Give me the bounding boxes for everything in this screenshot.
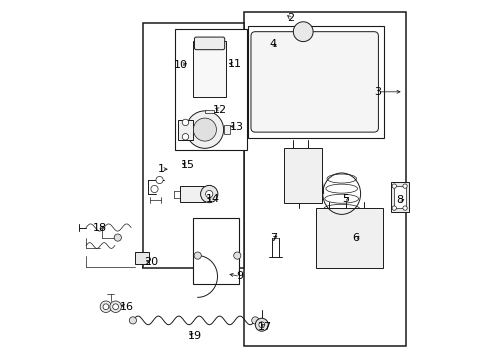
Text: 10: 10 bbox=[173, 60, 187, 70]
Circle shape bbox=[186, 111, 223, 148]
Circle shape bbox=[391, 206, 396, 210]
Bar bbox=[142, 23, 244, 268]
Circle shape bbox=[182, 134, 188, 140]
Circle shape bbox=[156, 176, 163, 184]
Text: 7: 7 bbox=[269, 233, 276, 243]
Circle shape bbox=[402, 184, 407, 188]
Text: 20: 20 bbox=[144, 257, 159, 267]
Text: 16: 16 bbox=[119, 302, 133, 312]
Circle shape bbox=[200, 185, 218, 203]
Circle shape bbox=[100, 301, 111, 312]
Circle shape bbox=[103, 304, 108, 310]
FancyBboxPatch shape bbox=[194, 37, 224, 50]
Bar bbox=[193, 218, 239, 284]
Bar bbox=[134, 252, 149, 264]
Bar bbox=[205, 110, 213, 113]
Circle shape bbox=[110, 301, 121, 312]
Text: 15: 15 bbox=[180, 160, 194, 170]
Circle shape bbox=[194, 252, 201, 259]
Text: 4: 4 bbox=[268, 39, 276, 49]
Circle shape bbox=[293, 22, 312, 41]
Text: 17: 17 bbox=[258, 322, 272, 332]
Bar bbox=[193, 41, 225, 97]
Circle shape bbox=[113, 304, 118, 310]
Text: 9: 9 bbox=[236, 271, 243, 282]
Bar bbox=[393, 186, 405, 208]
Circle shape bbox=[193, 118, 216, 141]
Bar bbox=[178, 120, 193, 140]
Circle shape bbox=[151, 185, 158, 193]
Text: 3: 3 bbox=[373, 87, 381, 97]
Text: 18: 18 bbox=[93, 222, 106, 233]
Circle shape bbox=[205, 190, 212, 198]
Bar bbox=[244, 12, 405, 346]
Bar bbox=[247, 26, 384, 138]
Circle shape bbox=[129, 317, 136, 324]
FancyBboxPatch shape bbox=[250, 32, 378, 132]
Text: 11: 11 bbox=[227, 59, 241, 69]
Bar bbox=[175, 29, 246, 150]
Bar bbox=[284, 148, 321, 203]
Text: 14: 14 bbox=[205, 194, 220, 204]
Circle shape bbox=[233, 252, 241, 259]
Text: 8: 8 bbox=[396, 195, 403, 205]
Text: 12: 12 bbox=[212, 105, 226, 115]
Text: 1: 1 bbox=[158, 164, 165, 174]
Circle shape bbox=[255, 318, 268, 331]
Circle shape bbox=[391, 184, 396, 188]
Circle shape bbox=[182, 119, 188, 126]
Circle shape bbox=[258, 322, 264, 328]
Bar bbox=[223, 125, 230, 134]
Bar bbox=[390, 182, 408, 212]
Text: 19: 19 bbox=[187, 330, 202, 341]
Circle shape bbox=[402, 206, 407, 210]
Text: 13: 13 bbox=[229, 122, 243, 132]
Text: 6: 6 bbox=[351, 233, 358, 243]
Circle shape bbox=[251, 317, 258, 324]
Text: 5: 5 bbox=[342, 194, 349, 204]
Text: 2: 2 bbox=[286, 13, 294, 23]
Bar bbox=[316, 208, 382, 268]
Bar bbox=[179, 186, 204, 202]
Circle shape bbox=[114, 234, 121, 241]
